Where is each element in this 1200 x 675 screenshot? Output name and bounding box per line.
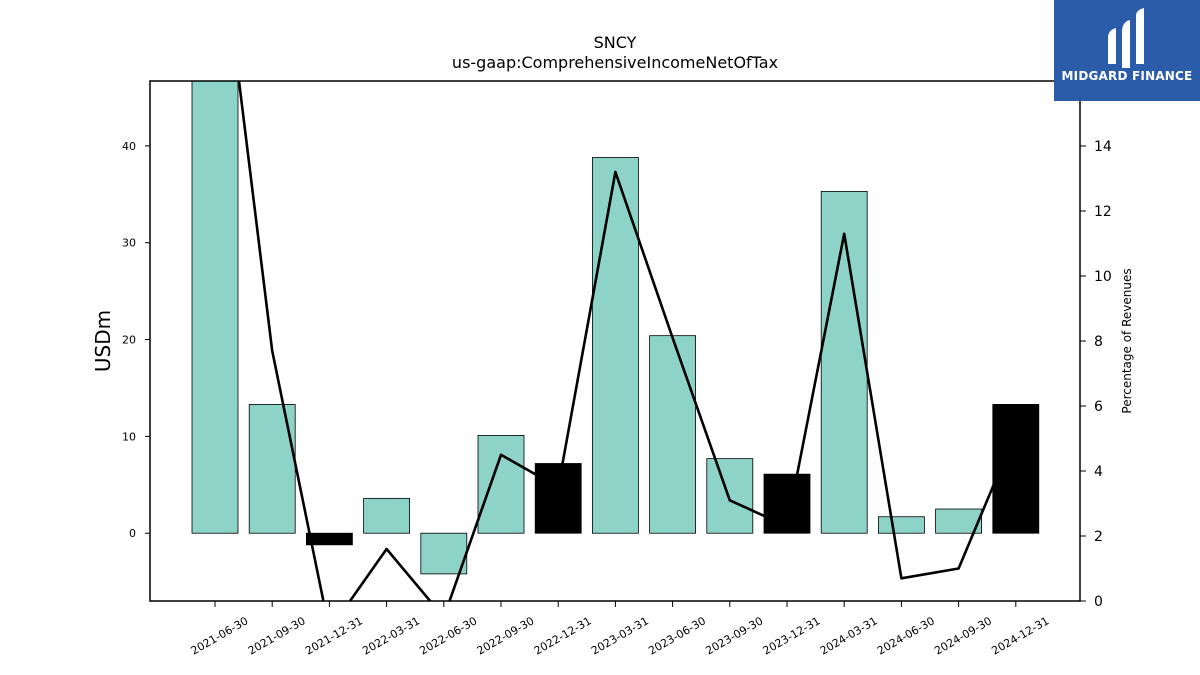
right-tick-label: 0 (1094, 594, 1103, 610)
right-tick-label: 8 (1094, 334, 1103, 350)
x-tick-label: 2024-12-31 (989, 614, 1051, 657)
x-tick-label: 2022-09-30 (475, 614, 537, 657)
left-tick-label: 30 (122, 237, 136, 250)
x-tick-label: 2023-12-31 (761, 614, 823, 657)
x-tick-label: 2023-06-30 (646, 614, 708, 657)
x-tick-label: 2022-03-31 (360, 614, 422, 657)
right-tick-label: 4 (1094, 464, 1103, 480)
percentage-line (237, 81, 1017, 601)
bar-2022-06-30 (420, 532, 468, 575)
bar-2021-06-30 (191, 81, 239, 534)
left-tick-label: 10 (122, 430, 136, 443)
bar-2022-03-31 (363, 497, 411, 534)
bar-2022-12-31 (534, 463, 582, 534)
x-tick-label: 2021-09-30 (246, 614, 308, 657)
bar-2023-09-30 (706, 458, 754, 534)
x-tick-label: 2022-12-31 (532, 614, 594, 657)
bar-2023-06-30 (649, 335, 696, 534)
x-tick-label: 2024-03-31 (818, 614, 880, 657)
x-tick-label: 2021-12-31 (303, 614, 365, 657)
right-axis-label: Percentage of Revenues (1120, 268, 1134, 413)
bar-2024-03-31 (820, 190, 868, 534)
bar-2024-06-30 (878, 516, 925, 534)
right-tick-label: 14 (1094, 139, 1112, 155)
bar-2022-09-30 (477, 435, 525, 534)
logo-mark-icon (1108, 8, 1144, 68)
x-tick-label: 2024-09-30 (932, 614, 994, 657)
left-axis-label: USDm (91, 310, 115, 372)
x-tick-label: 2024-06-30 (875, 614, 937, 657)
right-tick-label: 6 (1094, 399, 1103, 415)
chart-title: SNCY (594, 33, 637, 52)
logo-text: MIDGARD FINANCE (1061, 69, 1193, 83)
x-tick-label: 2021-06-30 (189, 614, 251, 657)
x-tick-label: 2022-06-30 (417, 614, 479, 657)
left-tick-label: 0 (129, 527, 136, 540)
bar-2023-12-31 (763, 473, 811, 534)
right-tick-label: 2 (1094, 529, 1103, 545)
brand-logo: MIDGARD FINANCE (1054, 0, 1200, 101)
left-tick-label: 40 (122, 140, 136, 153)
right-tick-label: 10 (1094, 269, 1112, 285)
left-tick-label: 20 (122, 334, 136, 347)
bar-2023-03-31 (592, 157, 639, 534)
x-tick-label: 2023-09-30 (703, 614, 765, 657)
right-tick-label: 12 (1094, 204, 1112, 220)
bar-2021-12-31 (305, 532, 353, 546)
chart-subtitle: us-gaap:ComprehensiveIncomeNetOfTax (452, 53, 778, 72)
x-tick-label: 2023-03-31 (589, 614, 651, 657)
